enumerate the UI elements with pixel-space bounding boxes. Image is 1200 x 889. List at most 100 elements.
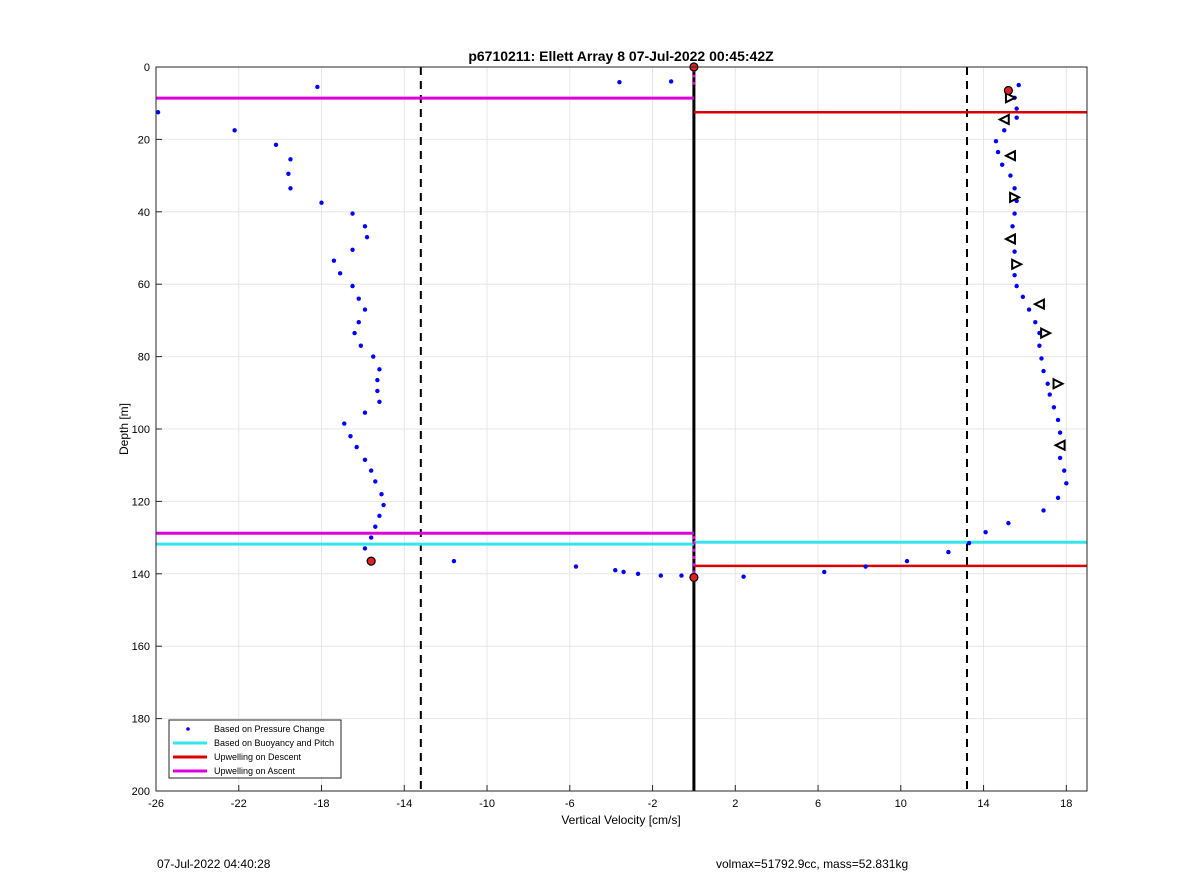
pressure-change-point: [1014, 106, 1019, 111]
ascent-marker: [692, 548, 696, 552]
x-tick-label: -10: [479, 798, 495, 810]
pressure-change-point: [356, 296, 361, 301]
pressure-change-point: [1012, 211, 1017, 216]
pressure-change-point: [368, 468, 374, 473]
pressure-change-point: [1026, 307, 1032, 312]
pressure-change-point: [1064, 481, 1069, 486]
legend-swatch-dot: [186, 727, 190, 731]
y-tick-label: 0: [144, 62, 150, 74]
pressure-change-point: [377, 399, 382, 405]
pressure-change-point: [319, 200, 324, 205]
pressure-change-point: [1012, 249, 1017, 254]
pressure-change-point: [362, 546, 368, 551]
pressure-change-point: [822, 569, 827, 575]
pressure-change-point: [362, 224, 368, 229]
pressure-change-point: [993, 139, 999, 144]
pressure-change-point: [1002, 128, 1007, 133]
triangle-marker: [1003, 149, 1016, 162]
footer-timestamp: 07-Jul-2022 04:40:28: [157, 857, 271, 871]
ascent-marker: [692, 541, 696, 545]
x-tick-label: 2: [732, 798, 738, 810]
pressure-change-point: [155, 110, 161, 115]
pressure-change-point: [679, 573, 684, 578]
pressure-change-point: [573, 564, 579, 569]
pressure-change-point: [373, 524, 378, 529]
pressure-change-point: [377, 367, 382, 372]
x-tick-label: 6: [815, 798, 821, 810]
pressure-change-point: [621, 569, 626, 575]
pressure-change-point: [350, 247, 355, 253]
pressure-change-point: [1055, 495, 1061, 500]
pressure-change-point: [362, 457, 368, 462]
pressure-change-point: [1062, 468, 1067, 473]
legend-label: Based on Pressure Change: [214, 724, 325, 734]
ascent-marker: [692, 563, 696, 567]
triangle-marker: [1032, 297, 1045, 311]
pressure-change-point: [1055, 417, 1061, 423]
pressure-change-point: [1016, 82, 1021, 88]
pressure-change-point: [286, 171, 291, 176]
y-tick-label: 160: [132, 641, 150, 653]
x-tick-label: -26: [148, 798, 164, 810]
pressure-change-point: [350, 283, 355, 289]
pressure-change-point: [966, 540, 972, 546]
pressure-change-point: [288, 157, 293, 162]
pressure-change-point: [1051, 405, 1057, 410]
triangle-marker: [1011, 258, 1024, 271]
pressure-change-point: [613, 567, 618, 573]
y-tick-label: 120: [132, 496, 150, 508]
legend-box: [168, 719, 342, 779]
pressure-change-point: [1045, 381, 1050, 386]
pressure-change-point: [352, 330, 357, 336]
legend-label: Upwelling on Ascent: [214, 766, 296, 776]
triangle-marker: [1052, 377, 1065, 390]
pressure-change-point: [1037, 343, 1042, 348]
ascent-marker: [692, 555, 696, 560]
pressure-change-point: [375, 377, 380, 383]
triangle-marker: [1004, 91, 1018, 104]
x-tick-label: -18: [314, 798, 330, 810]
ascent-marker: [692, 570, 696, 574]
y-tick-label: 80: [138, 352, 150, 364]
x-tick-label: -22: [231, 798, 247, 810]
pressure-change-point: [356, 320, 361, 325]
x-tick-label: -2: [648, 798, 658, 810]
pressure-change-point: [617, 80, 622, 85]
pressure-change-point: [337, 271, 343, 276]
y-tick-label: 180: [132, 714, 150, 726]
triangle-marker: [1009, 191, 1022, 204]
pressure-change-point: [350, 211, 355, 216]
pressure-change-point: [1012, 272, 1017, 278]
pressure-change-point: [373, 479, 378, 484]
pressure-change-point: [658, 573, 664, 578]
pressure-change-point: [358, 343, 364, 348]
axis-ticks: -26 -22 -18 -14 -10 -6 -2 2 6 10 14 180204060801001…: [132, 62, 1073, 810]
pressure-change-point: [451, 558, 457, 564]
pressure-change-point: [371, 354, 376, 359]
ascent-marker: [692, 74, 696, 78]
grid: [155, 66, 1087, 792]
pressure-change-point: [379, 491, 384, 497]
pressure-change-point: [1020, 294, 1026, 300]
pressure-change-point: [354, 444, 359, 450]
pressure-change-point: [1010, 224, 1015, 229]
legend-label: Upwelling on Descent: [214, 752, 302, 762]
pressure-change-point: [1047, 392, 1052, 397]
y-tick-label: 140: [132, 569, 150, 581]
red-marker: [1003, 85, 1013, 96]
x-tick-label: 18: [1060, 798, 1072, 810]
triangle-marker: [997, 113, 1010, 126]
pressure-change-point: [904, 558, 910, 564]
pressure-change-point: [668, 79, 674, 84]
pressure-change-point: [1057, 455, 1063, 461]
y-tick-label: 200: [132, 786, 150, 798]
triangle-marker: [1003, 232, 1016, 246]
red-marker: [366, 556, 376, 566]
y-tick-label: 100: [132, 424, 150, 436]
pressure-change-point: [999, 162, 1005, 167]
chart-title: p6710211: Ellett Array 8 07-Jul-2022 00:…: [468, 48, 774, 64]
pressure-change-point: [368, 535, 374, 540]
x-tick-label: -14: [396, 798, 412, 810]
pressure-change-point: [362, 307, 368, 312]
pressure-change-point: [863, 564, 868, 569]
